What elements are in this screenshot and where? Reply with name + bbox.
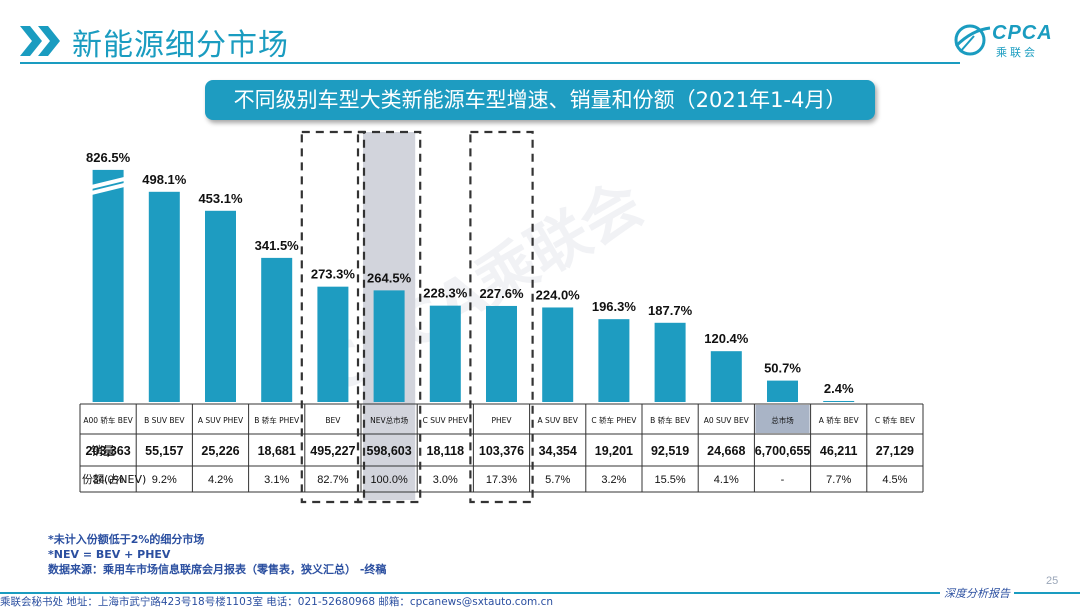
chevron-double-icon	[20, 26, 60, 56]
note-line: 数据来源：乘用车市场信息联席会月报表（零售表，狭义汇总） -终稿	[48, 563, 387, 576]
share-value: 5.7%	[545, 474, 570, 486]
bar	[373, 290, 405, 402]
category-label: B 轿车 BEV	[650, 415, 691, 425]
share-value: 82.7%	[317, 474, 348, 486]
growth-label: 264.5%	[367, 270, 412, 285]
bar	[261, 257, 293, 402]
share-value: 3.0%	[433, 474, 458, 486]
sales-value: 495,227	[310, 444, 355, 458]
sales-value: 203,363	[86, 444, 131, 458]
growth-label: 187.7%	[648, 303, 693, 318]
sales-value: 103,376	[479, 444, 524, 458]
sales-value: 24,668	[707, 444, 745, 458]
growth-label: 50.7%	[764, 361, 801, 376]
highlight-box	[356, 130, 422, 504]
logo-text: CPCA	[992, 22, 1053, 44]
growth-label: 826.5%	[86, 150, 131, 165]
footer-report-label: 深度分析报告	[940, 585, 1014, 601]
row-label-sales: 销量	[91, 444, 115, 458]
header-divider	[20, 62, 960, 64]
share-value: 100.0%	[370, 474, 408, 486]
category-label: B 轿车 PHEV	[254, 415, 300, 425]
category-label: A00 轿车 BEV	[83, 415, 133, 425]
growth-label: 224.0%	[536, 287, 581, 302]
sales-value: 55,157	[145, 444, 183, 458]
growth-label: 2.4%	[824, 381, 854, 396]
category-label: PHEV	[491, 416, 512, 425]
sales-value: 6,700,655	[755, 444, 811, 458]
share-value: 4.2%	[208, 474, 233, 486]
growth-label: 228.3%	[423, 286, 468, 301]
share-value: -	[781, 474, 785, 486]
footer-address: 乘联会秘书处 地址：上海市武宁路423号18号楼1103室 电话：021-526…	[0, 596, 554, 608]
total-header-bg	[755, 405, 810, 433]
growth-label: 498.1%	[142, 172, 187, 187]
axis-break-mark	[87, 175, 130, 190]
note-line: *未计入份额低于2%的细分市场	[48, 533, 205, 546]
bar	[654, 322, 686, 402]
growth-label: 196.3%	[592, 299, 637, 314]
sales-value: 598,603	[367, 444, 412, 458]
bar	[317, 286, 349, 402]
bar	[767, 380, 798, 402]
growth-label: 453.1%	[198, 191, 243, 206]
share-value: 34.0%	[92, 474, 123, 486]
bar	[542, 307, 574, 402]
globe-icon	[954, 24, 991, 56]
highlight-box	[469, 130, 534, 504]
bar	[92, 169, 124, 402]
sales-value: 25,226	[201, 444, 239, 458]
sales-value: 92,519	[651, 444, 689, 458]
footer-divider	[0, 592, 1080, 594]
row-label-share: 份额(占NEV)	[82, 472, 146, 486]
bar	[486, 305, 517, 402]
category-label: NEV总市场	[370, 415, 408, 425]
bar	[429, 305, 461, 402]
share-value: 15.5%	[654, 474, 685, 486]
bar	[205, 210, 236, 402]
bar	[598, 319, 630, 402]
category-label: BEV	[325, 416, 341, 425]
share-value: 4.5%	[882, 474, 907, 486]
axis-break-mark	[87, 181, 130, 196]
growth-label: 273.3%	[311, 267, 356, 282]
highlight-box	[300, 130, 366, 504]
growth-label: 227.6%	[479, 286, 524, 301]
sales-value: 18,118	[427, 444, 465, 458]
bar	[823, 400, 855, 402]
bar	[148, 191, 180, 402]
category-label: A0 SUV BEV	[704, 416, 750, 425]
sales-value: 46,211	[820, 444, 858, 458]
bar-chart: 826.5% 498.1% 453.1% 341.5% 273.3% 264.5% 228.…	[79, 130, 924, 504]
page-title: 新能源细分市场	[72, 28, 289, 63]
share-value: 3.2%	[601, 474, 626, 486]
page-number: 25	[1046, 575, 1059, 587]
sales-value: 34,354	[539, 444, 577, 458]
chart-title-banner: 不同级别车型大类新能源车型增速、销量和份额（2021年1-4月）	[205, 80, 875, 120]
category-label: A SUV PHEV	[198, 416, 244, 425]
category-label: B SUV BEV	[144, 416, 185, 425]
notes: *未计入份额低于2%的细分市场 *NEV = BEV + PHEV 数据来源：乘…	[48, 532, 386, 577]
growth-label: 341.5%	[255, 238, 300, 253]
share-value: 4.1%	[714, 474, 739, 486]
share-value: 3.1%	[264, 474, 289, 486]
logo-subtext: 乘联会	[996, 46, 1038, 59]
note-line: *NEV = BEV + PHEV	[48, 548, 171, 561]
sales-value: 18,681	[258, 444, 296, 458]
category-label: C 轿车 BEV	[875, 415, 916, 425]
category-label: A SUV BEV	[538, 416, 579, 425]
category-label: A 轿车 BEV	[819, 415, 860, 425]
share-value: 17.3%	[486, 474, 517, 486]
sales-value: 19,201	[595, 444, 633, 458]
share-value: 7.7%	[826, 474, 851, 486]
share-value: 9.2%	[152, 474, 177, 486]
growth-label: 120.4%	[704, 331, 749, 346]
category-label: C 轿车 PHEV	[591, 415, 637, 425]
sales-value: 27,129	[876, 444, 914, 458]
cpca-logo: CPCA 乘联会	[952, 18, 1062, 60]
bar	[710, 351, 742, 402]
category-label: 总市场	[771, 415, 794, 425]
category-label: C SUV PHEV	[423, 416, 469, 425]
